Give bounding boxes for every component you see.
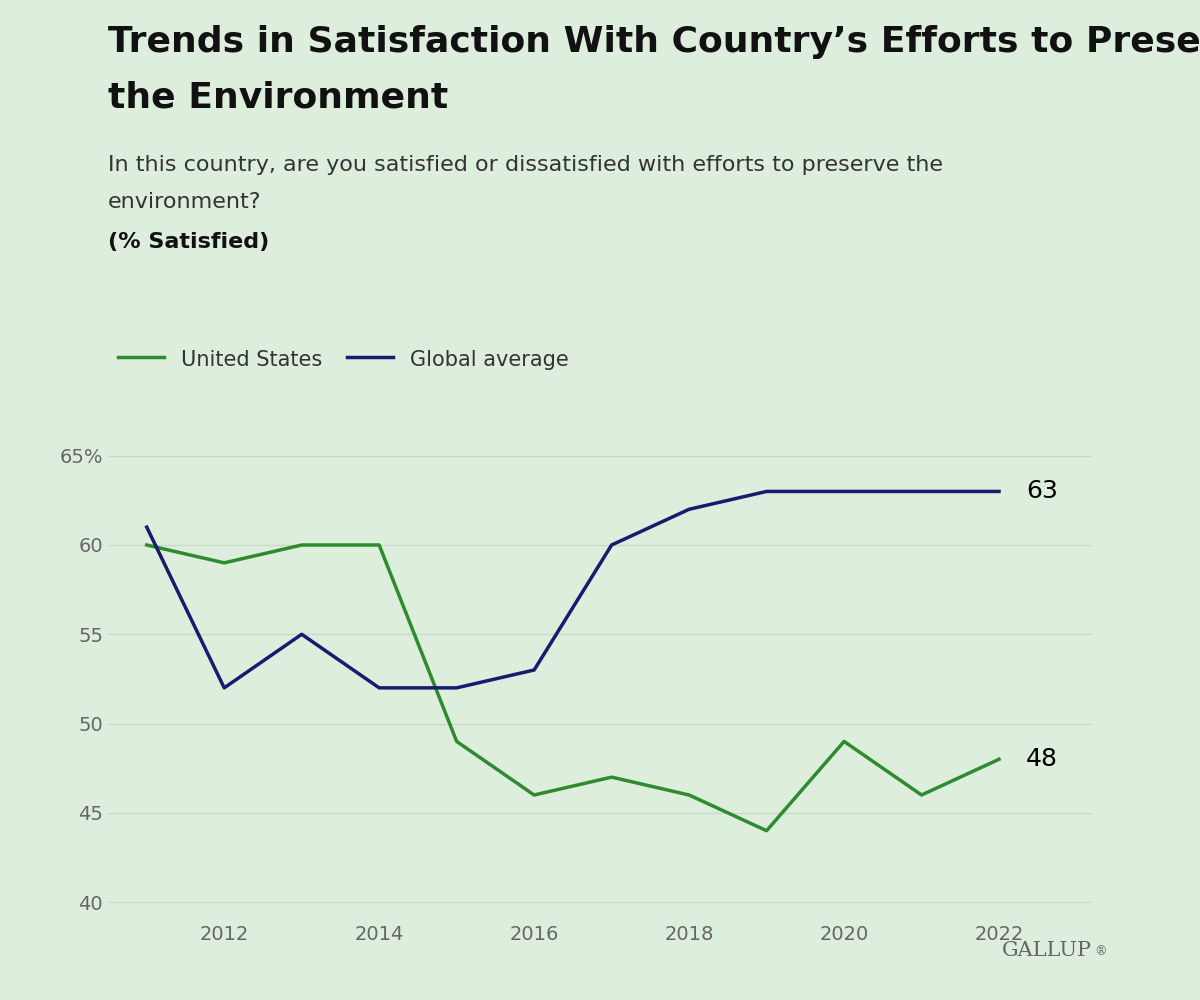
Text: ®: ® xyxy=(1094,945,1106,958)
Text: 63: 63 xyxy=(1026,479,1058,503)
Text: GALLUP: GALLUP xyxy=(1002,941,1092,960)
Legend: United States, Global average: United States, Global average xyxy=(119,349,569,370)
Text: Trends in Satisfaction With Country’s Efforts to Preserve: Trends in Satisfaction With Country’s Ef… xyxy=(108,25,1200,59)
Text: 48: 48 xyxy=(1026,747,1058,771)
Text: environment?: environment? xyxy=(108,192,262,212)
Text: (% Satisfied): (% Satisfied) xyxy=(108,232,269,252)
Text: In this country, are you satisfied or dissatisfied with efforts to preserve the: In this country, are you satisfied or di… xyxy=(108,155,943,175)
Text: the Environment: the Environment xyxy=(108,80,449,114)
